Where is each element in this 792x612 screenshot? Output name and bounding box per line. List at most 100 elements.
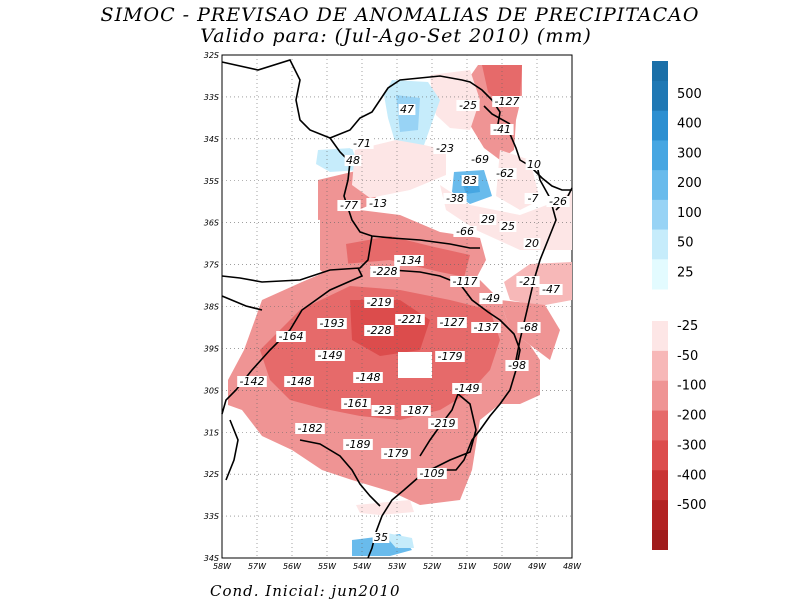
lon-tick-label: 50W (493, 562, 512, 571)
colorbar-swatch-negative (652, 440, 668, 471)
lon-tick-label: 52W (423, 562, 442, 571)
colorbar-label-positive: 100 (677, 206, 702, 221)
initial-condition-label: Cond. Inicial: jun2010 (210, 582, 401, 600)
colorbar-label-negative: -50 (677, 349, 698, 364)
lat-tick-label: 37S (204, 261, 219, 270)
value-label: -25 (459, 99, 477, 112)
colorbar-label-negative: -300 (677, 438, 707, 453)
value-label-bg (417, 468, 447, 479)
country-border-west (221, 235, 373, 283)
map-panel: 32S33S34S35S36S37S38S39S30S31S32S33S34S … (204, 51, 582, 571)
value-label: -219 (367, 296, 392, 309)
value-label-bg (337, 200, 361, 211)
colorbar-swatch-positive (652, 259, 668, 290)
lon-tick-label: 53W (388, 562, 407, 571)
lat-tick-label: 34S (204, 135, 219, 144)
value-label-bg (364, 297, 394, 308)
colorbar: 500 400 300 200 100 50 25 -25 -50 -100 -200 -300 -40… (652, 61, 707, 550)
lat-tick-label: 39S (204, 344, 219, 353)
lat-tick-label: 38S (204, 303, 219, 312)
value-label-bg (435, 351, 465, 362)
lon-tick-label: 57W (248, 562, 267, 571)
value-label-bg (468, 154, 492, 165)
value-label-bg (372, 532, 390, 543)
lon-tick-label: 54W (353, 562, 372, 571)
lon-tick-label: 55W (318, 562, 337, 571)
value-label-bg (381, 448, 411, 459)
lon-tick-label: 58W (213, 562, 232, 571)
value-label: 83 (463, 174, 477, 187)
lat-tick-label: 34S (204, 554, 219, 563)
colorbar-label-negative: -100 (677, 379, 707, 394)
colorbar-label-negative: -500 (677, 498, 707, 513)
value-label-bg (366, 198, 390, 209)
latitude-ticks: 32S 33S 34S 35S 36S 37S 38S 39S 30S 31S 32S 33S 34S (204, 51, 219, 563)
anomaly-values: 47 -25 -127 -41 -71 -23 -69 48 -62 10 83 -7 -77 -13 -3… (237, 95, 570, 544)
value-label: -41 (493, 123, 511, 136)
colorbar-swatch-positive (652, 170, 668, 201)
value-label: -149 (318, 349, 343, 362)
value-label-bg (350, 138, 374, 149)
value-label-bg (499, 221, 517, 232)
value-label: -7 (528, 192, 539, 205)
value-label-bg (524, 193, 542, 204)
colorbar-label-positive: 50 (677, 236, 694, 251)
colorbar-swatch-negative (652, 470, 668, 501)
value-label: -179 (384, 447, 409, 460)
field-pale-band (352, 140, 446, 198)
value-label-bg (490, 124, 514, 135)
lon-tick-label: 49W (528, 562, 547, 571)
value-label-bg (315, 350, 345, 361)
value-label-bg (428, 418, 458, 429)
field-south-tip-lightblue (382, 532, 414, 548)
value-label: -137 (474, 321, 499, 334)
lon-tick-label: 56W (283, 562, 302, 571)
value-label-bg (525, 159, 543, 170)
value-label-bg (523, 238, 541, 249)
value-label-bg (401, 405, 431, 416)
lon-tick-label: 48W (563, 562, 582, 571)
value-label: -193 (320, 317, 345, 330)
value-label-bg (450, 276, 480, 287)
value-label-bg (433, 143, 457, 154)
value-label-bg (394, 255, 424, 266)
value-label-bg (276, 331, 306, 342)
value-label: -62 (496, 167, 514, 180)
lat-tick-label: 33S (204, 93, 219, 102)
value-label: -117 (453, 275, 478, 288)
value-label-bg (364, 325, 394, 336)
value-label: -69 (471, 153, 489, 166)
value-label: -149 (455, 382, 480, 395)
colorbar-label-positive: 25 (677, 265, 694, 280)
value-label: -13 (369, 197, 387, 210)
value-label-bg (370, 266, 400, 277)
value-label: -219 (431, 417, 456, 430)
value-label-bg (284, 376, 314, 387)
colorbar-swatch-negative (652, 410, 668, 441)
value-label-bg (443, 193, 467, 204)
value-label: -21 (519, 275, 537, 288)
value-label-bg (461, 175, 479, 186)
value-label: 29 (481, 213, 495, 226)
value-label: -228 (373, 265, 398, 278)
value-label: -187 (404, 404, 429, 417)
value-label-bg (371, 405, 395, 416)
value-label-bg (456, 100, 480, 111)
longitude-ticks: 58W 57W 56W 55W 54W 53W 52W 51W 50W 49W 48W (213, 562, 582, 571)
value-label-bg (479, 214, 497, 225)
river-border (221, 267, 364, 415)
figure-subtitle: Valido para: (Jul-Ago-Set 2010) (mm) (200, 25, 592, 47)
value-label: -109 (420, 467, 445, 480)
value-label-bg (471, 322, 501, 333)
value-label-bg (237, 376, 267, 387)
lat-tick-label: 30S (204, 386, 219, 395)
lagoon-patos (419, 392, 477, 471)
value-label: 20 (525, 237, 539, 250)
value-label: -148 (356, 371, 381, 384)
value-label: -47 (542, 283, 560, 296)
colorbar-label-positive: 400 (677, 117, 702, 132)
value-label: -228 (367, 324, 392, 337)
value-label-bg (344, 155, 362, 166)
colorbar-swatch-positive (652, 140, 668, 171)
